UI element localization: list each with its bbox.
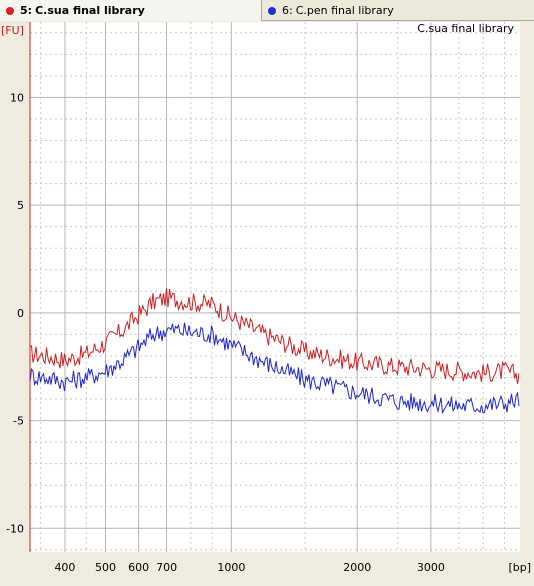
y-tick-label: 0 (17, 307, 24, 320)
x-tick-label: 700 (156, 561, 177, 574)
y-tick-label: 5 (17, 199, 24, 212)
series-line-6 (29, 322, 520, 414)
x-tick-label: 500 (95, 561, 116, 574)
tab-sample-5[interactable]: 5: C.sua final library (0, 0, 262, 21)
x-tick-label: 600 (128, 561, 149, 574)
y-axis-label: [FU] (1, 24, 24, 37)
x-tick-label: 400 (54, 561, 75, 574)
tab-label: 6: C.pen final library (282, 4, 394, 17)
series-line-5 (29, 288, 520, 385)
red-dot-icon (6, 6, 14, 15)
x-axis-label: [bp] (508, 561, 531, 574)
x-tick-label: 3000 (417, 561, 445, 574)
blue-dot-icon (268, 6, 276, 15)
y-tick-label: 10 (10, 91, 24, 104)
sample-tab-bar: 5: C.sua final library 6: C.pen final libr… (0, 0, 534, 21)
chart-title: C.sua final library (417, 22, 514, 35)
y-tick-label: -5 (13, 415, 24, 428)
plot-area (30, 22, 520, 552)
tab-label: 5: C.sua final library (20, 4, 145, 17)
tab-sample-6[interactable]: 6: C.pen final library (262, 0, 534, 21)
x-tick-label: 2000 (343, 561, 371, 574)
x-tick-label: 1000 (217, 561, 245, 574)
y-tick-label: -10 (6, 522, 24, 535)
